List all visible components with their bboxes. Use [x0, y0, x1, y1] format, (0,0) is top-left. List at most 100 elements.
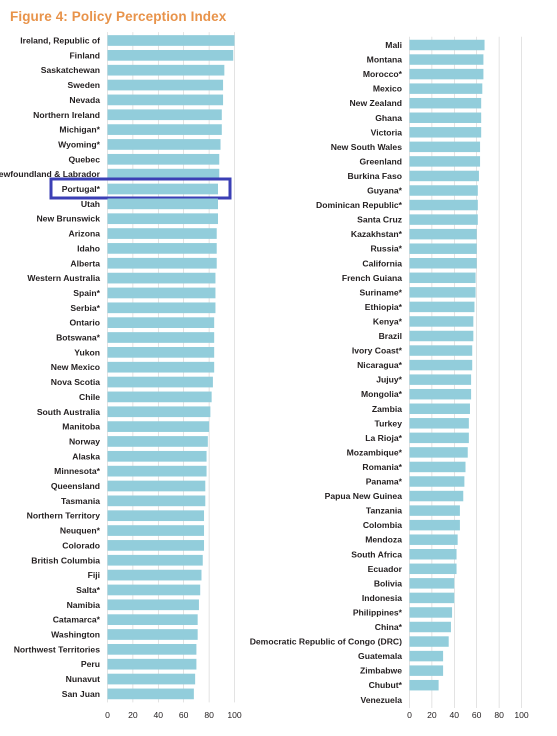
category-label: Yukon: [74, 347, 100, 357]
bar: [409, 359, 473, 371]
bar: [409, 214, 478, 225]
category-label: Indonesia: [362, 593, 402, 603]
category-label: Philippines*: [353, 607, 403, 617]
bar: [409, 388, 472, 400]
bar: [409, 141, 481, 153]
category-label: Namibia: [67, 600, 101, 610]
category-label: Kenya*: [373, 316, 403, 326]
category-label: Russia*: [370, 244, 402, 254]
category-label: Mali: [385, 40, 402, 50]
category-label: Santa Cruz: [357, 215, 402, 225]
category-label: Zambia: [372, 404, 402, 414]
category-label: South Australia: [37, 407, 100, 417]
category-label: Guyana*: [367, 186, 403, 196]
bar: [409, 403, 470, 414]
bar: [409, 156, 481, 167]
bar: [409, 199, 478, 211]
category-label: Catamarca*: [53, 615, 101, 625]
bar: [107, 614, 198, 625]
bar: [409, 330, 474, 342]
category-label: Fiji: [88, 570, 100, 580]
bar: [107, 599, 199, 611]
bar: [409, 68, 484, 80]
bar: [409, 563, 457, 575]
category-label: Suriname*: [359, 287, 402, 297]
bar: [107, 243, 217, 254]
category-label: Washington: [51, 630, 100, 640]
bar: [409, 374, 472, 385]
bar: [409, 228, 477, 240]
category-label: Ghana: [375, 113, 402, 123]
bar: [409, 316, 474, 327]
x-tick-label: 60: [472, 710, 482, 720]
category-label: South Africa: [351, 549, 402, 559]
category-label: Alberta: [70, 258, 100, 268]
category-label: Greenland: [359, 156, 402, 166]
bar: [107, 153, 220, 165]
bar: [107, 525, 205, 536]
category-label: Spain*: [73, 288, 100, 298]
category-label: Guatemala: [358, 651, 402, 661]
x-tick-label: 0: [105, 710, 110, 720]
x-tick-label: 40: [154, 710, 164, 720]
bar: [107, 629, 198, 640]
category-label: Sweden: [68, 80, 100, 90]
category-label: Idaho: [77, 243, 100, 253]
category-label: Norway: [69, 436, 100, 446]
category-label: New Brunswick: [36, 214, 100, 224]
category-label: Michigan*: [59, 125, 100, 135]
bar: [107, 94, 224, 106]
bar: [107, 540, 205, 551]
bar: [409, 54, 484, 65]
category-label: Saskatchewan: [41, 65, 100, 75]
bar: [107, 480, 206, 492]
bar: [409, 39, 485, 51]
bar: [409, 243, 477, 254]
bar: [107, 450, 207, 462]
bar: [409, 578, 455, 589]
bar: [409, 97, 482, 109]
category-label: Victoria: [371, 127, 403, 137]
bar: [409, 170, 479, 182]
bar: [409, 549, 457, 560]
category-label: Ecuador: [368, 564, 403, 574]
bar: [409, 418, 469, 429]
category-label: Dominican Republic*: [316, 200, 403, 210]
category-label: Botswana*: [56, 333, 101, 343]
category-label: Quebec: [68, 154, 100, 164]
bar: [107, 257, 217, 269]
bar: [107, 139, 221, 150]
category-label: Nova Scotia: [51, 377, 100, 387]
bar: [409, 345, 473, 356]
chart-panel-2: 0 20 40 60 80 100 Mali Montana Morocco* Mexico New…: [250, 36, 529, 720]
bar: [409, 476, 465, 487]
category-label: Panama*: [366, 477, 403, 487]
category-label: Chubut*: [369, 680, 403, 690]
bar: [409, 490, 464, 502]
category-label: Alaska: [72, 451, 100, 461]
bar: [107, 183, 218, 195]
bar: [409, 592, 455, 604]
bar: [409, 112, 482, 123]
category-label: Arizona: [68, 229, 100, 239]
category-label: Papua New Guinea: [325, 491, 403, 501]
x-tick-label: 40: [450, 710, 460, 720]
bar: [107, 658, 197, 670]
category-label: Kazakhstan*: [351, 229, 403, 239]
category-label: Northern Ireland: [33, 110, 100, 120]
x-tick-label: 20: [128, 710, 138, 720]
category-label: New Mexico: [51, 362, 100, 372]
bar: [107, 272, 216, 284]
category-label: China*: [375, 622, 403, 632]
bar: [107, 35, 235, 46]
category-label: San Juan: [62, 689, 100, 699]
bar: [107, 510, 205, 522]
bar: [409, 301, 475, 313]
bar: [409, 447, 468, 458]
bar: [409, 272, 476, 284]
category-label: Peru: [81, 659, 100, 669]
bar: [107, 198, 218, 210]
bar: [107, 213, 218, 225]
bar: [107, 406, 211, 418]
bar: [409, 461, 466, 473]
